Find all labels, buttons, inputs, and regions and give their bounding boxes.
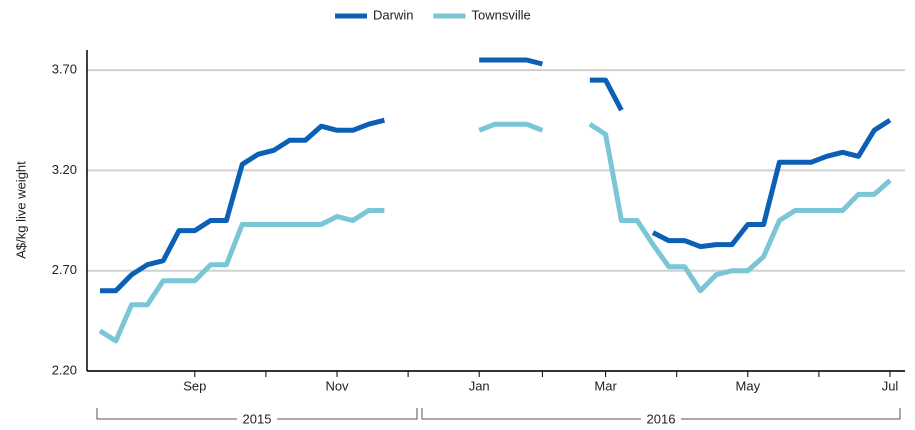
legend-label: Townsville xyxy=(471,7,530,22)
line xyxy=(100,57,892,294)
legend-label: Darwin xyxy=(373,7,413,22)
line xyxy=(98,121,892,344)
x-tick-label: Sep xyxy=(183,378,206,393)
y-tick-label: 2.20 xyxy=(52,362,77,377)
year-label: 2016 xyxy=(647,411,676,426)
x-tick-label: May xyxy=(736,378,761,393)
y-tick-label: 3.70 xyxy=(52,62,77,77)
y-tick-label: 2.70 xyxy=(52,262,77,277)
year-label-bg xyxy=(237,411,277,427)
year-label-bg xyxy=(641,411,681,427)
y-axis-label: A$/kg live weight xyxy=(13,161,28,259)
year-label: 2015 xyxy=(243,411,272,426)
x-tick-label: Jan xyxy=(469,378,490,393)
y-tick-label: 3.20 xyxy=(52,162,77,177)
x-tick-label: Jul xyxy=(882,378,899,393)
x-tick-label: Mar xyxy=(594,378,617,393)
x-tick-label: Nov xyxy=(325,378,349,393)
